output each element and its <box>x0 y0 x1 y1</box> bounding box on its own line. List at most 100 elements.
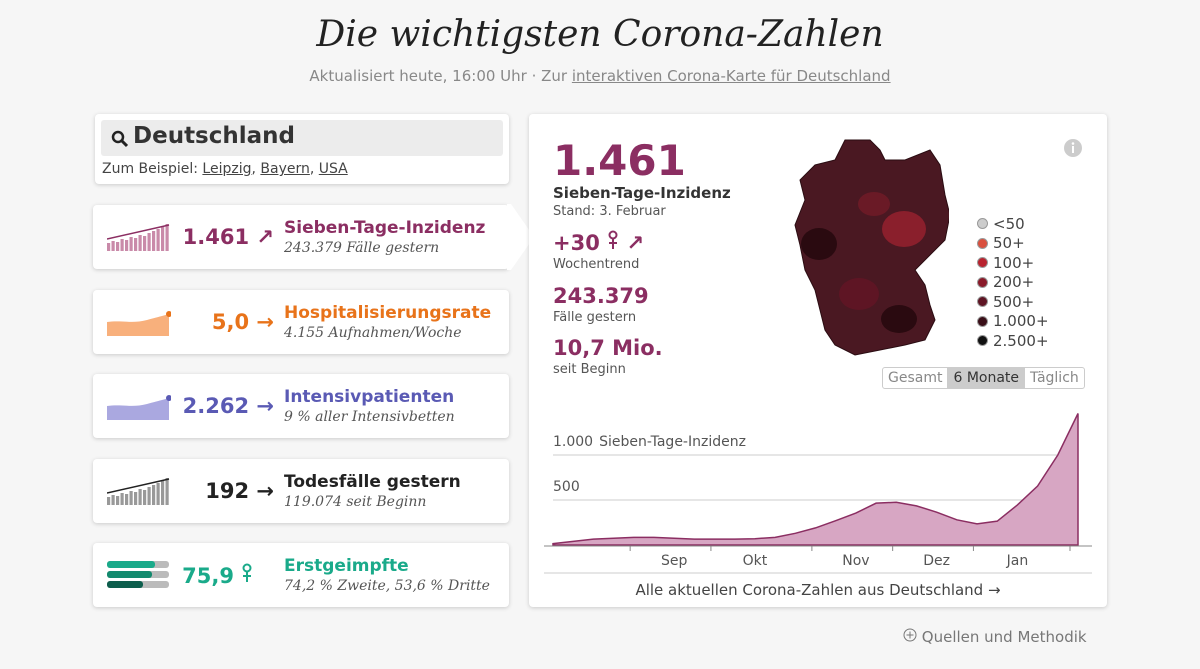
sep: , <box>309 161 315 177</box>
legend-label: 500+ <box>993 292 1035 311</box>
total: 10,7 Mio. <box>553 336 663 360</box>
example[interactable]: Leipzig <box>202 161 252 177</box>
icon-bar <box>120 493 124 505</box>
legend-label: 1.000+ <box>993 312 1049 331</box>
trend-arrow: ↗ <box>626 231 645 255</box>
legend-swatch <box>977 218 988 230</box>
detail-label: Sieben-Tage-Inzidenz <box>553 184 731 202</box>
legend-swatch <box>977 335 988 347</box>
icon-bar <box>156 483 160 505</box>
map-link[interactable]: interaktiven Corona-Karte für Deutschlan… <box>571 67 891 85</box>
examples: Zum Beispiel: Leipzig, Bayern, USA <box>102 161 348 177</box>
cases-label: Fälle gestern <box>553 310 637 325</box>
sep: , <box>251 161 256 177</box>
y-axis-label: Sieben-Tage-Inzidenz <box>599 434 746 450</box>
card-value-text: 2.262 <box>182 394 250 418</box>
range-button[interactable]: Täglich <box>1024 368 1084 388</box>
icon-bar <box>165 224 169 251</box>
updated: Aktualisiert heute, 16:00 Uhr · Zur <box>309 67 568 85</box>
title: Die wichtigsten Corona-Zahlen <box>316 14 884 55</box>
trend: +30 ↗ <box>553 230 644 255</box>
total-label: seit Beginn <box>553 362 626 377</box>
legend-swatch <box>977 257 988 269</box>
icon-bar <box>107 497 111 505</box>
card[interactable]: 5,0 → Hospitalisierungsrate 4.155 Aufnahme… <box>93 290 509 354</box>
card-subtitle: 4.155 Aufnahmen/Woche <box>284 325 462 341</box>
icon-area <box>107 398 169 420</box>
legend-swatch <box>977 315 988 327</box>
card-title: Intensivpatienten <box>284 387 455 407</box>
card-subtitle: 9 % aller Intensivbetten <box>284 409 455 425</box>
legend-item: 50+ <box>977 234 1049 254</box>
legend-item: 200+ <box>977 273 1049 293</box>
legend-label: 200+ <box>993 273 1035 292</box>
card[interactable]: 192 → Todesfälle gestern 119.074 seit Begi… <box>93 459 509 523</box>
card-subtitle: 119.074 seit Beginn <box>284 494 427 510</box>
card-trend: → <box>256 394 274 418</box>
search-icon <box>111 130 129 148</box>
pointer <box>507 204 534 270</box>
legend-swatch <box>977 276 988 288</box>
icon-bar <box>125 240 129 251</box>
card[interactable]: 2.262 → Intensivpatienten 9 % aller Intens… <box>93 374 509 438</box>
icon-fill <box>107 561 155 568</box>
search-box[interactable]: Deutschland <box>101 120 503 156</box>
search-card: Deutschland Zum Beispiel: Leipzig, Bayer… <box>95 114 509 184</box>
icon-bar <box>116 496 120 505</box>
icon-bar <box>129 237 133 251</box>
range-button[interactable]: Gesamt <box>888 370 943 386</box>
subtitle: Aktualisiert heute, 16:00 Uhr · Zur inte… <box>0 67 1200 85</box>
icon-bar <box>143 490 147 505</box>
footer-link[interactable]: Alle aktuellen Corona-Zahlen aus Deutsch… <box>635 581 1001 599</box>
x-tick-label: Okt <box>743 553 768 569</box>
card-value: 5,0 → <box>212 310 274 334</box>
icon-fill <box>107 571 152 578</box>
example[interactable]: USA <box>318 161 348 177</box>
info-icon[interactable] <box>1063 138 1083 158</box>
detail-value: 1.461 <box>553 136 686 185</box>
card-title: Sieben-Tage-Inzidenz <box>284 218 486 238</box>
card[interactable]: 75,9 Erstgeimpfte 74,2 % Zweite, 53,6 % Dr… <box>93 543 509 607</box>
card[interactable]: 1.461 ↗ Sieben-Tage-Inzidenz 243.379 Fälle… <box>93 204 534 270</box>
legend-label: 50+ <box>993 234 1025 253</box>
map <box>794 139 949 356</box>
legend-swatch <box>977 237 988 249</box>
icon-dot <box>166 311 171 317</box>
sources[interactable]: Quellen und Methodik <box>903 628 1087 646</box>
icon-bar <box>152 485 156 505</box>
icon-bar <box>129 491 133 505</box>
icon-bar <box>138 235 142 251</box>
search-value: Deutschland <box>133 123 295 149</box>
person-icon <box>242 563 252 582</box>
card-trend: → <box>256 310 274 334</box>
icon-bar <box>161 480 165 505</box>
card-title: Hospitalisierungsrate <box>284 303 492 323</box>
sparkline-icon <box>107 311 171 336</box>
detail-date: Stand: 3. Februar <box>553 204 666 219</box>
icon-bar <box>147 487 151 505</box>
legend-item: 2.500+ <box>977 331 1049 351</box>
icon-bar <box>111 241 115 251</box>
icon-bar <box>125 494 129 505</box>
example[interactable]: Bayern <box>260 161 310 177</box>
icon-dot <box>166 395 171 401</box>
sparkline-icon <box>107 561 169 588</box>
examples-label: Zum Beispiel: <box>102 161 198 177</box>
icon-bar <box>120 239 124 251</box>
card-title: Erstgeimpfte <box>284 556 409 576</box>
icon-bar <box>134 238 138 251</box>
icon-bar <box>156 229 160 251</box>
person-icon <box>608 230 618 249</box>
plus-icon <box>903 628 917 642</box>
legend-label: 100+ <box>993 253 1035 272</box>
icon-line <box>107 224 170 240</box>
icon-line <box>107 478 170 494</box>
x-tick-label: Dez <box>923 553 950 569</box>
pointer-shape <box>507 204 534 270</box>
x-tick-label: Jan <box>1006 553 1029 569</box>
trend-label: Wochentrend <box>553 257 640 272</box>
card-value-text: 192 <box>205 479 250 503</box>
range-button[interactable]: 6 Monate <box>947 368 1025 388</box>
sparkline-icon <box>107 395 171 420</box>
